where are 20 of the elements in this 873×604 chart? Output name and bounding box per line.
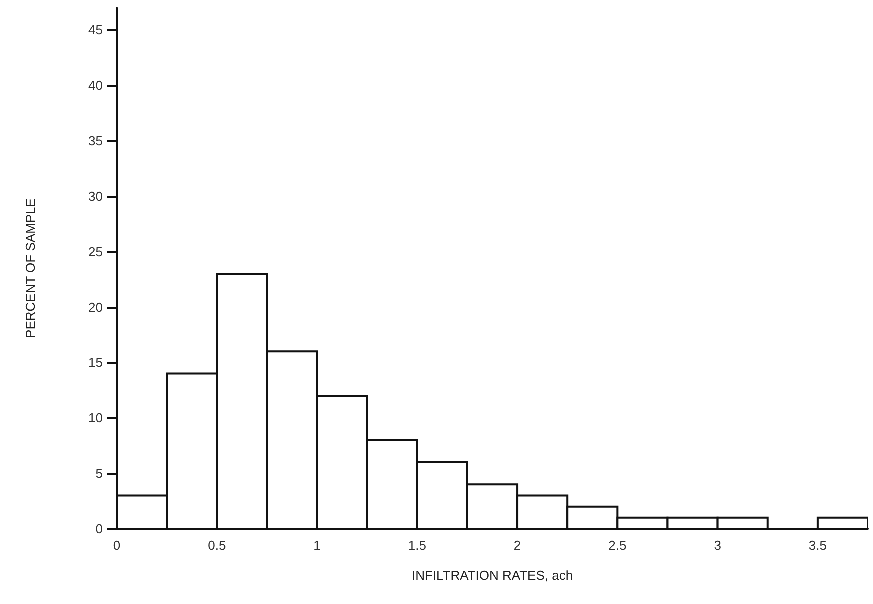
- y-tick-label: 30: [88, 188, 103, 204]
- y-tick-label: 20: [88, 300, 103, 315]
- y-tick-label: 35: [88, 134, 103, 149]
- y-tick-label: 0: [96, 522, 103, 536]
- x-tick-label: 0: [113, 538, 121, 553]
- x-axis-title: INFILTRATION RATES, ach: [412, 568, 574, 583]
- y-tick-label: 25: [88, 244, 103, 260]
- x-tick-label: 0.5: [208, 538, 226, 553]
- y-axis-title: PERCENT OF SAMPLE: [23, 198, 38, 338]
- x-tick-label: 3.5: [808, 538, 827, 553]
- x-tick-label: 2: [514, 538, 522, 553]
- y-tick-label: 5: [96, 466, 103, 482]
- x-tick-label: 1.5: [408, 538, 426, 553]
- y-tick-label: 40: [88, 78, 103, 94]
- y-tick-label: 45: [88, 22, 103, 38]
- y-tick-label: 10: [88, 410, 103, 426]
- x-tick-label: 1: [314, 538, 321, 553]
- x-tick-label: 3: [714, 538, 722, 553]
- x-tick-label: 2.5: [608, 538, 627, 553]
- y-tick-label: 15: [88, 355, 103, 370]
